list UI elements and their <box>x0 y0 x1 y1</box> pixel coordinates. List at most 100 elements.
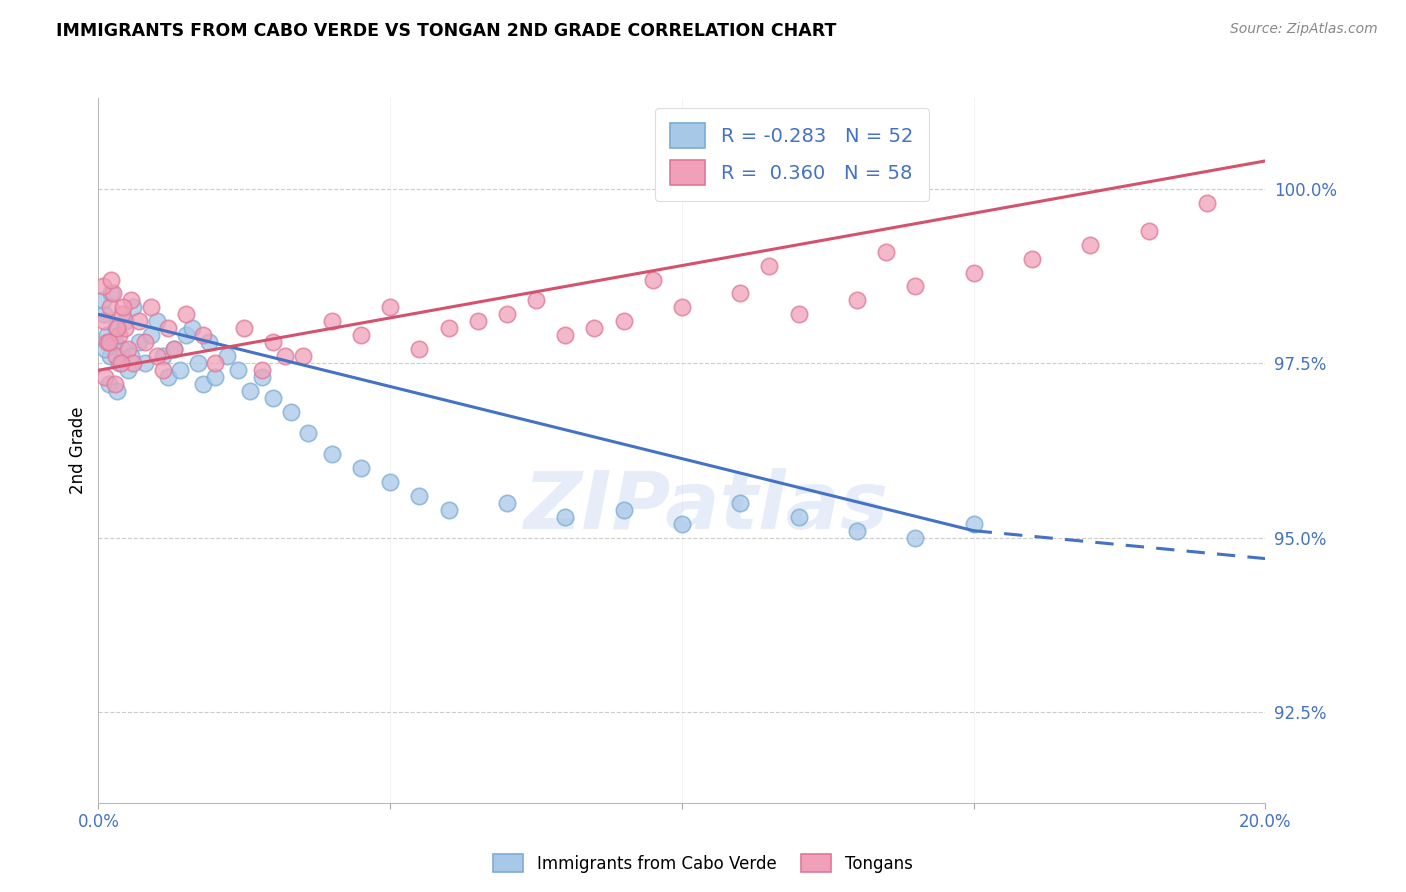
Point <box>163 343 186 357</box>
Point <box>583 321 606 335</box>
Point <box>105 384 128 399</box>
Point <box>1021 252 1043 266</box>
Legend: Immigrants from Cabo Verde, Tongans: Immigrants from Cabo Verde, Tongans <box>486 847 920 880</box>
Point <box>671 301 693 315</box>
Point <box>280 405 302 419</box>
Point <box>111 343 134 357</box>
Point <box>198 335 221 350</box>
Point <box>93 314 115 328</box>
Point <box>904 279 927 293</box>
Point <box>94 370 117 384</box>
Point <box>134 335 156 350</box>
Point <box>250 363 273 377</box>
Point <box>228 363 250 377</box>
Point <box>101 286 124 301</box>
Point <box>671 516 693 531</box>
Point <box>187 356 209 370</box>
Point <box>105 321 128 335</box>
Point <box>120 293 142 308</box>
Point <box>139 328 162 343</box>
Point <box>263 391 285 405</box>
Point <box>875 244 897 259</box>
Text: IMMIGRANTS FROM CABO VERDE VS TONGAN 2ND GRADE CORRELATION CHART: IMMIGRANTS FROM CABO VERDE VS TONGAN 2ND… <box>56 22 837 40</box>
Legend: R = -0.283   N = 52, R =  0.360   N = 58: R = -0.283 N = 52, R = 0.360 N = 58 <box>655 108 929 201</box>
Point <box>94 343 117 357</box>
Point <box>104 321 127 335</box>
Point <box>122 301 145 315</box>
Point <box>100 272 122 286</box>
Point <box>350 328 373 343</box>
Point <box>554 328 576 343</box>
Point <box>96 328 118 343</box>
Point <box>380 475 402 489</box>
Text: Source: ZipAtlas.com: Source: ZipAtlas.com <box>1230 22 1378 37</box>
Point <box>193 328 215 343</box>
Point <box>128 314 150 328</box>
Point <box>152 349 174 363</box>
Point <box>496 496 519 510</box>
Point <box>146 314 169 328</box>
Point <box>321 447 343 461</box>
Point <box>157 321 180 335</box>
Point <box>215 349 238 363</box>
Point <box>163 343 186 357</box>
Point <box>321 314 343 328</box>
Point <box>904 531 927 545</box>
Point <box>169 363 191 377</box>
Point <box>110 356 132 370</box>
Point <box>204 356 226 370</box>
Point <box>524 293 547 308</box>
Point <box>100 286 122 301</box>
Point <box>174 328 197 343</box>
Point <box>291 349 314 363</box>
Point <box>134 356 156 370</box>
Point <box>114 321 136 335</box>
Point <box>408 343 430 357</box>
Point <box>104 377 127 392</box>
Point <box>408 489 430 503</box>
Point <box>554 509 576 524</box>
Point <box>93 307 115 321</box>
Point <box>117 363 139 377</box>
Point <box>114 314 136 328</box>
Point <box>613 314 636 328</box>
Point <box>174 307 197 321</box>
Point <box>1080 237 1102 252</box>
Point <box>97 335 120 350</box>
Point <box>437 502 460 516</box>
Point <box>91 293 114 308</box>
Point <box>128 335 150 350</box>
Point <box>962 516 984 531</box>
Point <box>91 279 114 293</box>
Point <box>97 377 120 392</box>
Point <box>380 301 402 315</box>
Point <box>1137 224 1160 238</box>
Point <box>730 286 752 301</box>
Point <box>104 349 127 363</box>
Point <box>233 321 256 335</box>
Point <box>204 370 226 384</box>
Point <box>120 349 142 363</box>
Point <box>239 384 262 399</box>
Point <box>122 356 145 370</box>
Point <box>98 349 121 363</box>
Point <box>108 328 131 343</box>
Point <box>146 349 169 363</box>
Point <box>350 461 373 475</box>
Point <box>846 293 869 308</box>
Point <box>787 307 810 321</box>
Point <box>193 377 215 392</box>
Point <box>108 356 131 370</box>
Point <box>111 301 134 315</box>
Point <box>297 425 319 440</box>
Point <box>962 266 984 280</box>
Point <box>101 335 124 350</box>
Point <box>437 321 460 335</box>
Point <box>758 259 780 273</box>
Point <box>787 509 810 524</box>
Y-axis label: 2nd Grade: 2nd Grade <box>69 407 87 494</box>
Point <box>180 321 202 335</box>
Point <box>263 335 285 350</box>
Point <box>117 343 139 357</box>
Point <box>496 307 519 321</box>
